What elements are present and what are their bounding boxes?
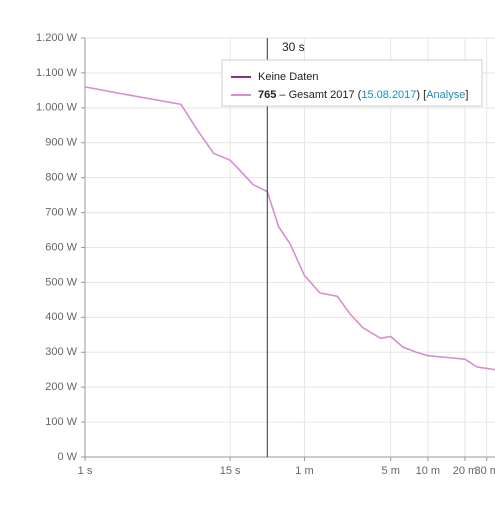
marker-label: 30 s	[282, 40, 305, 54]
y-tick-label: 1.200 W	[36, 32, 78, 44]
x-tick-label: 1 m	[295, 465, 313, 477]
legend-text: 765	[258, 89, 276, 101]
y-tick-label: 500 W	[45, 276, 77, 288]
y-tick-label: 0 W	[57, 451, 77, 463]
legend-text: ) [	[416, 89, 426, 101]
y-tick-label: 300 W	[45, 346, 77, 358]
y-tick-label: 700 W	[45, 206, 77, 218]
x-tick-label: 1 s	[78, 465, 93, 477]
legend-label: Keine Daten	[258, 71, 319, 83]
data-line	[84, 86, 495, 371]
y-tick-label: 800 W	[45, 172, 77, 184]
y-tick-label: 200 W	[45, 381, 77, 393]
y-tick-label: 600 W	[45, 241, 77, 253]
y-tick-label: 900 W	[45, 137, 77, 149]
x-tick-label: 10 m	[416, 465, 440, 477]
y-tick-label: 1.000 W	[36, 102, 78, 114]
y-tick-label: 400 W	[45, 311, 77, 323]
x-tick-label: 15 s	[220, 465, 241, 477]
y-tick-label: 100 W	[45, 416, 77, 428]
x-tick-label: 20 m	[453, 465, 477, 477]
y-tick-label: 1.100 W	[36, 67, 78, 79]
legend-text: ]	[465, 89, 468, 101]
legend-box	[221, 59, 483, 107]
legend-text[interactable]: Analyse	[426, 89, 465, 101]
x-tick-label: 5 m	[382, 465, 400, 477]
x-tick-label: 30 m	[475, 465, 495, 477]
legend-text[interactable]: 15.08.2017	[361, 89, 416, 101]
legend-label: 765 – Gesamt 2017 (15.08.2017) [Analyse]	[258, 89, 468, 101]
legend-text: – Gesamt 2017 (	[276, 89, 361, 101]
